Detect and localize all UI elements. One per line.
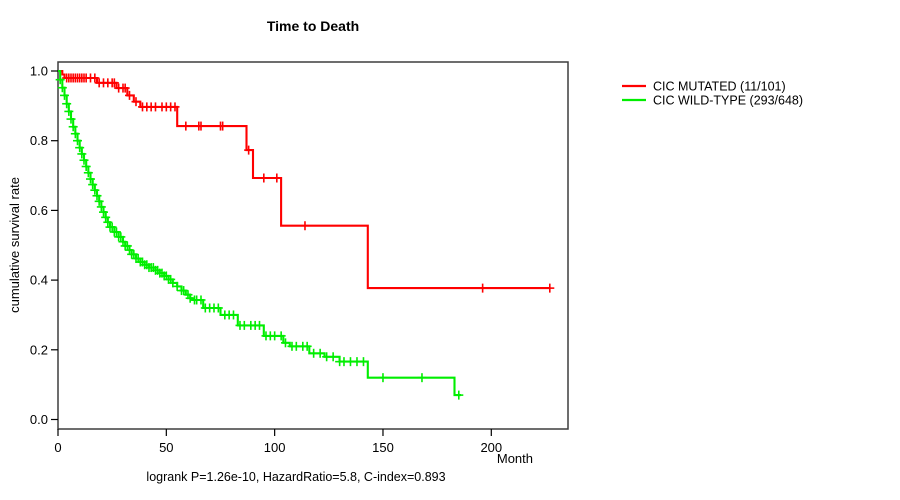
chart-title: Time to Death: [267, 18, 359, 34]
legend-label-0: CIC MUTATED (11/101): [653, 80, 786, 94]
y-tick-label: 0.6: [30, 203, 48, 218]
x-tick-label: 150: [372, 440, 394, 455]
x-tick-label: 100: [264, 440, 286, 455]
plot-area: 0.0 0.2 0.4 0.6 0.8 1.0 0 50 100 150 200: [30, 61, 569, 455]
y-tick-label: 1.0: [30, 64, 48, 79]
plot-frame: [57, 61, 569, 430]
legend-label-1: CIC WILD-TYPE (293/648): [653, 94, 803, 108]
x-tick-label: 0: [54, 440, 61, 455]
x-tick-label: 50: [159, 440, 173, 455]
x-tick-label: 200: [480, 440, 502, 455]
legend: CIC MUTATED (11/101)CIC WILD-TYPE (293/6…: [622, 80, 803, 108]
y-tick-label: 0.2: [30, 342, 48, 357]
stats-footnote: logrank P=1.26e-10, HazardRatio=5.8, C-i…: [146, 470, 445, 484]
x-axis-title: Month: [497, 451, 533, 466]
y-tick-label: 0.4: [30, 273, 48, 288]
y-axis-title: cumulative survival rate: [7, 177, 22, 313]
censor-marks-1: [55, 75, 464, 400]
censor-marks-0: [62, 73, 555, 293]
y-tick-label: 0.8: [30, 133, 48, 148]
y-tick-label: 0.0: [30, 412, 48, 427]
